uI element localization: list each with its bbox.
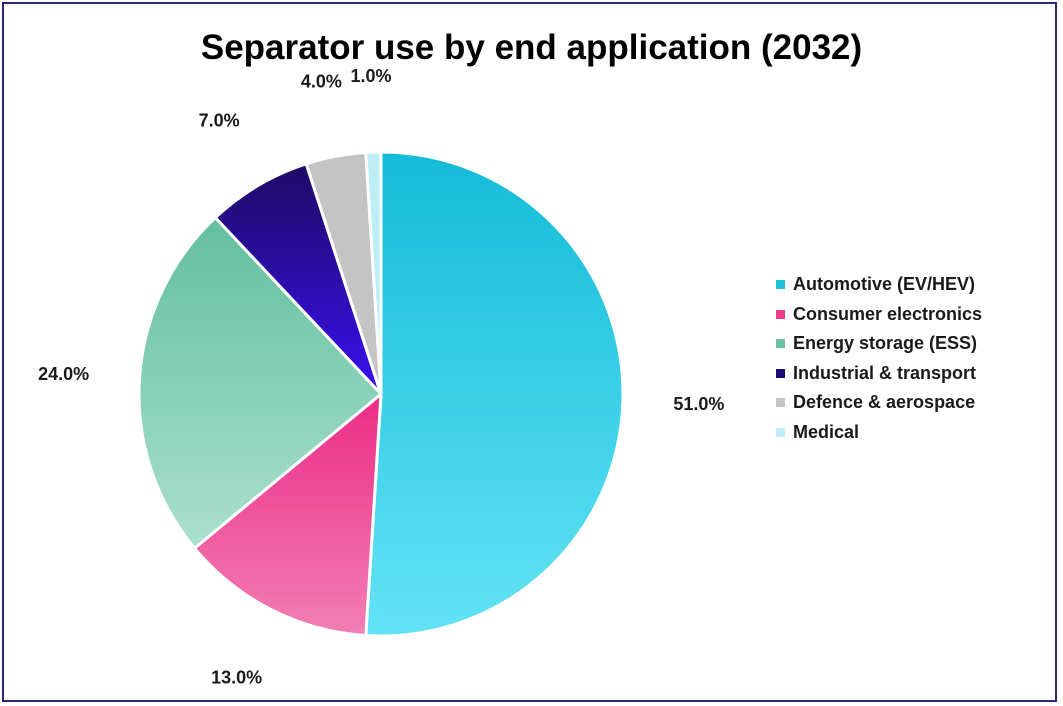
legend-swatch — [776, 280, 785, 290]
legend-label: Medical — [793, 421, 860, 442]
pie-data-labels: 51.0% 13.0% 24.0% 7.0% 4.0% 1.0% — [38, 66, 724, 687]
legend-label: Energy storage (ESS) — [793, 333, 978, 354]
legend-swatch — [776, 368, 785, 378]
pie-slice-consumer-electronics — [193, 392, 383, 638]
legend-item-defence-and-aerospace: Defence & aerospace — [776, 388, 982, 418]
legend-item-automotive-ev-hev: Automotive (EV/HEV) — [776, 270, 982, 300]
legend-swatch — [776, 427, 785, 437]
data-label-automotive-ev-hev: 51.0% — [673, 394, 724, 414]
pie-slice-automotive-ev-hev — [364, 150, 625, 638]
chart-title: Separator use by end application (2032) — [200, 28, 863, 67]
legend-swatch — [776, 398, 785, 408]
legend-item-medical: Medical — [776, 418, 982, 448]
pie-slice-industrial-and-transport — [213, 162, 383, 396]
legend-label: Consumer electronics — [793, 303, 983, 324]
legend-label: Automotive (EV/HEV) — [793, 274, 976, 295]
chart-legend: Automotive (EV/HEV) Consumer electronics E… — [776, 270, 982, 447]
data-label-defence-and-aerospace: 4.0% — [301, 72, 342, 92]
legend-item-energy-storage-ess: Energy storage (ESS) — [776, 329, 982, 359]
pie-slices — [137, 150, 625, 638]
legend-swatch — [776, 309, 785, 319]
pie-slice-energy-storage-ess — [137, 216, 383, 550]
data-label-energy-storage-ess: 24.0% — [38, 364, 89, 384]
legend-item-industrial-and-transport: Industrial & transport — [776, 359, 982, 389]
data-label-industrial-and-transport: 7.0% — [199, 110, 240, 130]
legend-label: Defence & aerospace — [793, 392, 976, 413]
data-label-medical: 1.0% — [350, 66, 391, 86]
legend-label: Industrial & transport — [793, 362, 977, 383]
legend-swatch — [776, 339, 785, 349]
pie-slice-medical — [364, 150, 383, 396]
legend-item-consumer-electronics: Consumer electronics — [776, 300, 982, 330]
data-label-consumer-electronics: 13.0% — [211, 667, 262, 687]
